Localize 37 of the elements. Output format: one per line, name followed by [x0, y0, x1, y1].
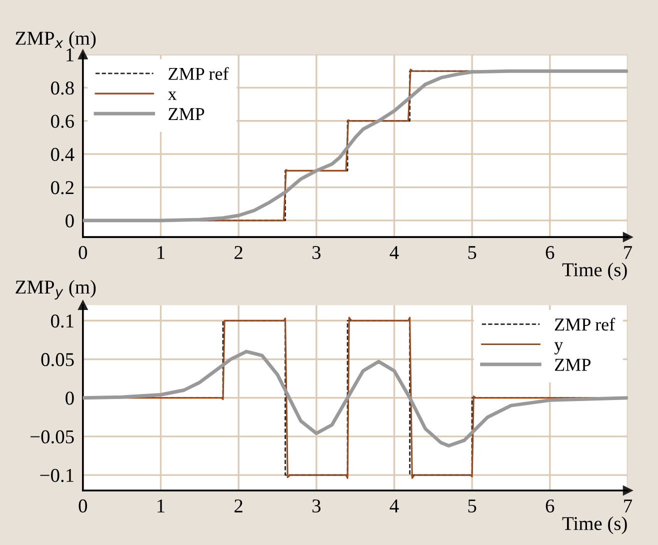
legend-label: ZMP ref [554, 318, 616, 331]
legend-label: y [554, 342, 564, 354]
y-tick-label: −0.05 [30, 430, 74, 444]
x-tick-label: 3 [312, 246, 321, 260]
y-axis-title: ZMP$_{x}$ (m) [16, 31, 96, 49]
y-tick-label: 0.4 [51, 148, 74, 162]
legend-label: x [168, 92, 177, 100]
x-tick-label: 7 [624, 500, 632, 512]
y-tick-label: 0 [66, 214, 74, 228]
x-tick-label: 4 [390, 500, 399, 512]
y-tick-label: 0.8 [51, 82, 74, 95]
x-tick-label: 6 [546, 499, 554, 513]
x-tick-label: 2 [234, 499, 242, 512]
x-tick-label: 0 [78, 499, 88, 513]
y-tick-label: 0.05 [41, 353, 74, 366]
x-axis-title: Time (s) [562, 516, 627, 534]
x-tick-label: 3 [312, 499, 321, 513]
x-axis-title: Time (s) [562, 262, 627, 280]
legend-label: ZMP ref [168, 67, 229, 80]
x-tick-label: 5 [468, 246, 476, 260]
x-tick-label: 1 [158, 246, 164, 259]
legend-label: ZMP [554, 358, 590, 371]
y-tick-label: 0 [66, 392, 74, 405]
y-tick-label: −0.1 [40, 468, 74, 482]
x-tick-label: 4 [390, 246, 399, 259]
x-tick-label: 6 [546, 246, 554, 260]
y-tick-label: 0.6 [51, 114, 74, 128]
legend-label: ZMP [168, 108, 204, 120]
x-tick-label: 5 [468, 500, 476, 513]
x-tick-label: 1 [158, 499, 164, 512]
y-tick-label: 1 [66, 48, 74, 62]
x-tick-label: 2 [234, 246, 242, 259]
x-tick-label: 7 [624, 246, 632, 259]
x-tick-label: 0 [78, 246, 88, 260]
y-tick-label: 0.1 [51, 314, 74, 328]
y-tick-label: 0.2 [51, 181, 74, 194]
y-axis-title: ZMP$_{y}$ (m) [16, 280, 96, 300]
